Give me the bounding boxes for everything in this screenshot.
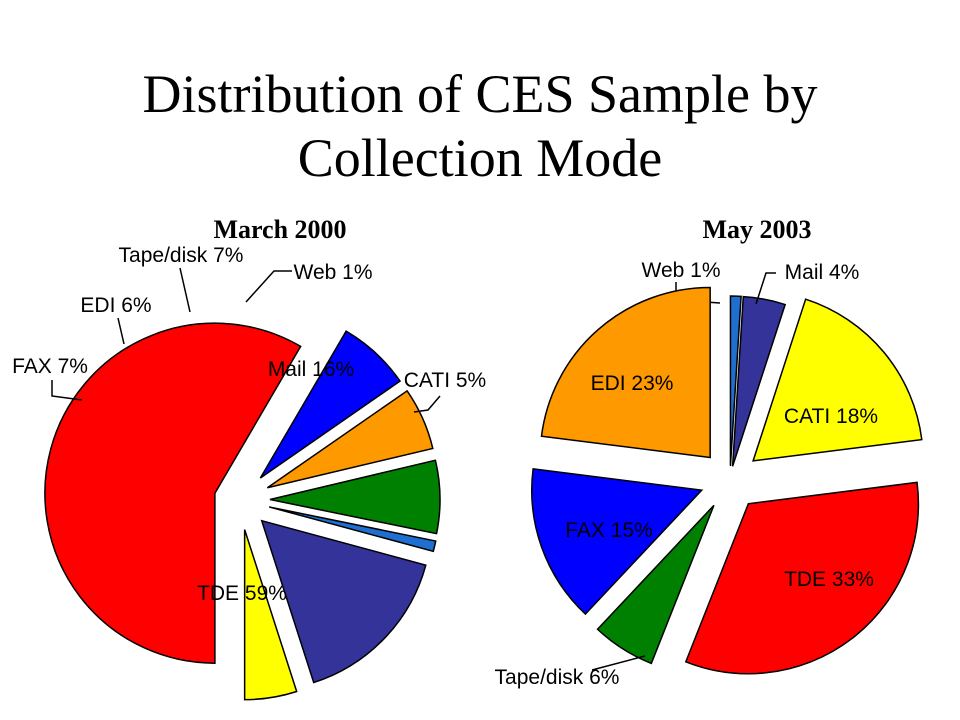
page-title-line2: Collection Mode <box>297 128 663 188</box>
pie-title: May 2003 <box>702 215 811 244</box>
pie-title: March 2000 <box>213 215 346 244</box>
slice-label-mail: Mail 4% <box>785 261 860 284</box>
page-title: Distribution of CES Sample by Collection… <box>0 62 960 190</box>
slice-label-web: Web 1% <box>294 261 373 284</box>
pie-slice-fax <box>531 468 704 616</box>
leader-line <box>245 270 292 303</box>
pie-slice-mail <box>731 295 787 467</box>
pie-slice-cati <box>243 529 298 701</box>
pie-slice-web <box>729 295 742 467</box>
slice-label-cati: CATI 18% <box>784 405 878 428</box>
slice-label-edi: EDI 6% <box>80 294 151 317</box>
leader-line <box>591 655 646 671</box>
slice-label-cati: CATI 5% <box>404 369 486 392</box>
pie-slice-web <box>268 506 437 553</box>
pie-chart-1: March 2000 TDE 59% FAX 7% EDI 6% Tape/disk 7… <box>12 215 486 701</box>
pie-slice-tape-disk <box>269 459 441 535</box>
leader-line <box>179 267 191 313</box>
slice-label-web: Web 1% <box>642 259 721 282</box>
slice-label-tape-disk: Tape/disk 6% <box>495 666 620 689</box>
pie-slice-edi <box>540 286 711 459</box>
pie-slice-fax <box>259 330 402 479</box>
slice-label-edi: EDI 23% <box>591 372 674 395</box>
slice-label-tde: TDE 59% <box>197 582 287 605</box>
slice-label-fax: FAX 15% <box>565 519 653 542</box>
slice-label-fax: FAX 7% <box>12 355 88 378</box>
slice-label-mail: Mail 16% <box>268 358 354 381</box>
leader-line <box>755 272 776 305</box>
slice-label-tape-disk: Tape/disk 7% <box>119 244 244 267</box>
slice-label-tde: TDE 33% <box>784 568 874 591</box>
pie-slice-tape-disk <box>596 504 715 665</box>
pie-slice-mail <box>260 519 427 684</box>
pie-slice-tde <box>684 481 920 675</box>
leader-line <box>117 317 125 345</box>
pie-slice-cati <box>752 298 923 462</box>
page-title-line1: Distribution of CES Sample by <box>142 64 818 124</box>
leader-line <box>413 395 441 413</box>
pie-slice-edi <box>266 389 434 489</box>
leader-line <box>51 380 83 401</box>
pie-slice-tde <box>44 322 302 664</box>
pie-chart-2: May 2003 Web 1% Mail 4% CATI 18% TDE 33% Tape… <box>495 215 923 689</box>
